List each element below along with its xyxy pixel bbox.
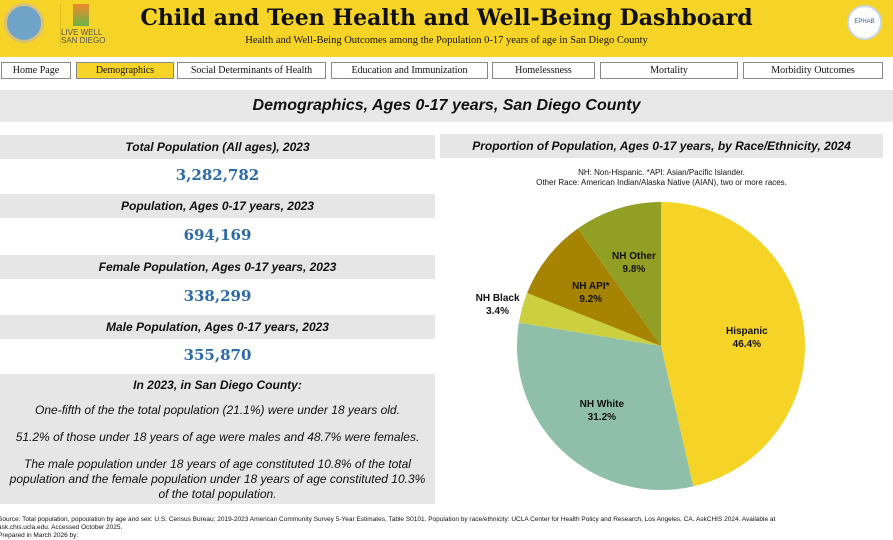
pie-value-label: 31.2% [588,412,616,423]
page-subtitle: Health and Well-Being Outcomes among the… [245,35,648,46]
pie-category-label: NH Black [476,293,520,304]
stat-value-female: 338,299 [183,287,252,305]
page-title: Child and Teen Health and Well-Being Das… [140,5,753,31]
ephab-seal-logo: EPHAB [847,5,882,40]
header: LIVE WELL SAN DIEGO Child and Teen Healt… [0,0,893,57]
pie-value-label: 46.4% [733,339,761,350]
stat-label-total: Total Population (All ages), 2023 [0,135,435,159]
summary-line: One-fifth of the the total population (2… [35,403,400,417]
stat-value-0-17: 694,169 [183,226,252,244]
chart-note: NH: Non-Hispanic. *API: Asian/Pacific Is… [578,168,745,177]
summary-heading: In 2023, in San Diego County: [133,378,302,392]
nav-education-immunization[interactable]: Education and Immunization [331,62,488,79]
summary-line: 51.2% of those under 18 years of age wer… [15,430,420,444]
pie-value-label: 3.4% [486,306,509,317]
nav-morbidity-outcomes[interactable]: Morbidity Outcomes [743,62,883,79]
nav-demographics[interactable]: Demographics [76,62,174,79]
pie-slice-nh-black [518,292,661,346]
pie-category-label: NH White [580,399,625,410]
pie-value-label: 9.2% [579,294,602,305]
stat-label-male: Male Population, Ages 0-17 years, 2023 [0,315,435,339]
nav-homelessness[interactable]: Homelessness [492,62,595,79]
chart-note: Other Race: American Indian/Alaska Nativ… [536,178,787,187]
stat-value-male: 355,870 [183,346,252,364]
source-text: Source: Total population, popoulation by… [0,516,776,523]
county-seal-logo [4,3,44,43]
pie-slice-nh-white [517,322,694,491]
summary-line: The male population under 18 years of ag… [9,457,426,501]
pie-category-label: NH API* [572,281,610,292]
stat-label-0-17: Population, Ages 0-17 years, 2023 [0,194,435,218]
source-text: ask.chis.ucla.edu. Accessed October 2025… [0,524,123,531]
pie-chart: Hispanic 46.4% NH White 31.2% NH Black 3.4% NH… [476,202,806,491]
nav-social-determinants[interactable]: Social Determinants of Health [177,62,326,79]
pie-slice-nh-api- [527,228,661,346]
pie-slice-nh-other [577,202,661,346]
pie-category-label: NH Other [612,251,656,262]
prepared-text: Prepared in March 2026 by: [0,532,79,539]
pie-category-label: Hispanic [726,326,768,337]
nav-home-page[interactable]: Home Page [1,62,71,79]
pie-value-label: 9.8% [623,264,646,275]
stat-value-total: 3,282,782 [175,166,260,184]
stat-label-female: Female Population, Ages 0-17 years, 2023 [0,255,435,279]
live-well-logo: LIVE WELL SAN DIEGO [60,4,105,46]
section-title: Demographics, Ages 0-17 years, San Diego… [0,90,893,122]
nav-mortality[interactable]: Mortality [600,62,738,79]
summary-box: In 2023, in San Diego County: One-fifth … [0,374,435,504]
pie-slice-hispanic [661,202,806,487]
chart-title: Proportion of Population, Ages 0-17 year… [440,134,883,158]
